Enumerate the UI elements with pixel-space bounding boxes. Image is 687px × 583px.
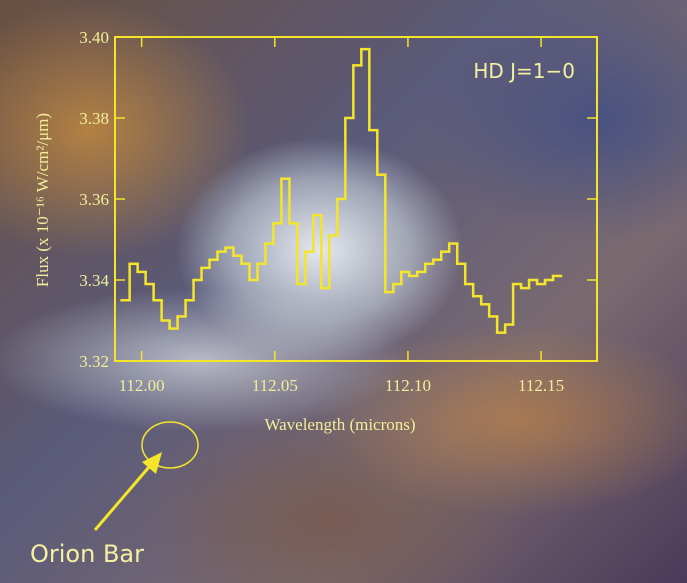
x-tick-label: 112.10 <box>385 376 431 395</box>
marker-label: Orion Bar <box>30 540 144 568</box>
x-tick-label: 112.00 <box>119 376 165 395</box>
x-tick-label: 112.15 <box>518 376 564 395</box>
annotation: HD J=1−0 <box>473 59 575 83</box>
y-axis-label: Flux (x 10⁻¹⁶ W/cm²/μm) <box>33 113 52 287</box>
arrow <box>93 459 157 531</box>
x-axis-label: Wavelength (microns) <box>264 415 415 434</box>
y-tick-label: 3.36 <box>79 190 109 209</box>
orion-bar-circle <box>141 421 199 469</box>
y-tick-label: 3.38 <box>79 109 109 128</box>
y-tick-label: 3.34 <box>79 271 109 290</box>
y-tick-label: 3.32 <box>79 352 109 371</box>
arrow-head <box>142 452 162 474</box>
x-tick-label: 112.05 <box>252 376 298 395</box>
plot-frame <box>114 36 598 362</box>
y-tick-label: 3.40 <box>79 28 109 47</box>
